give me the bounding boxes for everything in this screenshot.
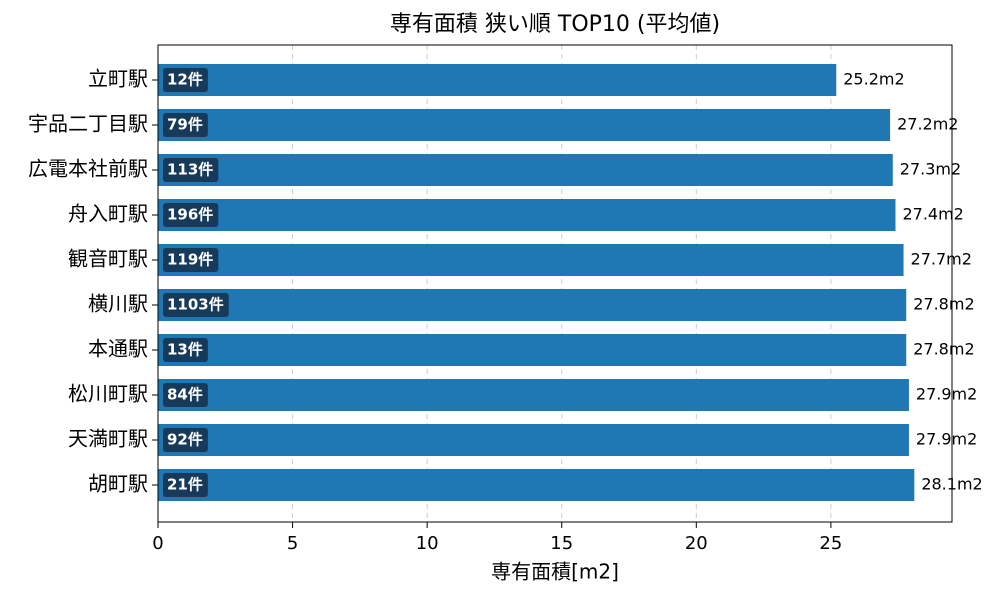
value-label: 27.9m2 bbox=[916, 385, 977, 404]
bar bbox=[158, 379, 909, 411]
count-badge bbox=[163, 248, 219, 272]
bar bbox=[158, 109, 891, 141]
y-tick-label: 天満町駅 bbox=[68, 427, 148, 451]
value-label: 27.8m2 bbox=[913, 340, 974, 359]
bar bbox=[158, 154, 893, 186]
count-badge bbox=[163, 338, 208, 362]
y-tick-label: 広電本社前駅 bbox=[28, 157, 148, 181]
value-label: 25.2m2 bbox=[843, 70, 904, 89]
bar bbox=[158, 244, 904, 276]
count-label: 92件 bbox=[167, 431, 203, 449]
bar bbox=[158, 469, 915, 501]
y-tick-label: 本通駅 bbox=[88, 337, 148, 361]
y-tick-label: 横川駅 bbox=[88, 292, 148, 316]
value-label: 27.7m2 bbox=[911, 250, 972, 269]
count-label: 113件 bbox=[167, 161, 213, 179]
count-label: 1103件 bbox=[167, 296, 224, 314]
count-label: 21件 bbox=[167, 476, 203, 494]
count-badge bbox=[163, 473, 208, 497]
x-tick-label: 15 bbox=[550, 533, 573, 554]
y-tick-label: 胡町駅 bbox=[88, 472, 148, 496]
count-label: 13件 bbox=[167, 341, 203, 359]
y-tick-label: 立町駅 bbox=[88, 67, 148, 91]
x-tick-label: 25 bbox=[819, 533, 842, 554]
value-label: 27.9m2 bbox=[916, 430, 977, 449]
chart-title: 専有面積 狭い順 TOP10 (平均値) bbox=[390, 12, 720, 37]
count-label: 119件 bbox=[167, 251, 213, 269]
y-tick-label: 宇品二丁目駅 bbox=[28, 112, 148, 136]
plot-frame bbox=[157, 44, 953, 523]
count-label: 196件 bbox=[167, 206, 213, 224]
count-badge bbox=[163, 113, 208, 137]
x-tick-label: 0 bbox=[152, 533, 163, 554]
value-label: 27.8m2 bbox=[913, 295, 974, 314]
bar bbox=[158, 424, 909, 456]
bar bbox=[158, 289, 907, 321]
count-badge bbox=[163, 428, 208, 452]
value-label: 27.4m2 bbox=[902, 205, 963, 224]
count-badge bbox=[163, 68, 208, 92]
x-tick-label: 5 bbox=[287, 533, 298, 554]
count-label: 12件 bbox=[167, 71, 203, 89]
value-label: 27.3m2 bbox=[900, 160, 961, 179]
x-tick-label: 10 bbox=[416, 533, 439, 554]
x-tick-label: 20 bbox=[685, 533, 708, 554]
y-tick-label: 観音町駅 bbox=[68, 247, 148, 271]
count-badge bbox=[163, 203, 219, 227]
bar bbox=[158, 199, 896, 231]
count-badge bbox=[163, 383, 208, 407]
count-label: 79件 bbox=[167, 116, 203, 134]
x-axis-label: 専有面積[m2] bbox=[491, 560, 619, 584]
value-label: 27.2m2 bbox=[897, 115, 958, 134]
y-tick-label: 松川町駅 bbox=[68, 382, 148, 406]
count-badge bbox=[163, 293, 229, 317]
count-label: 84件 bbox=[167, 386, 203, 404]
count-badge bbox=[163, 158, 219, 182]
bar bbox=[158, 64, 837, 96]
y-tick-label: 舟入町駅 bbox=[68, 202, 148, 226]
bar bbox=[158, 334, 907, 366]
